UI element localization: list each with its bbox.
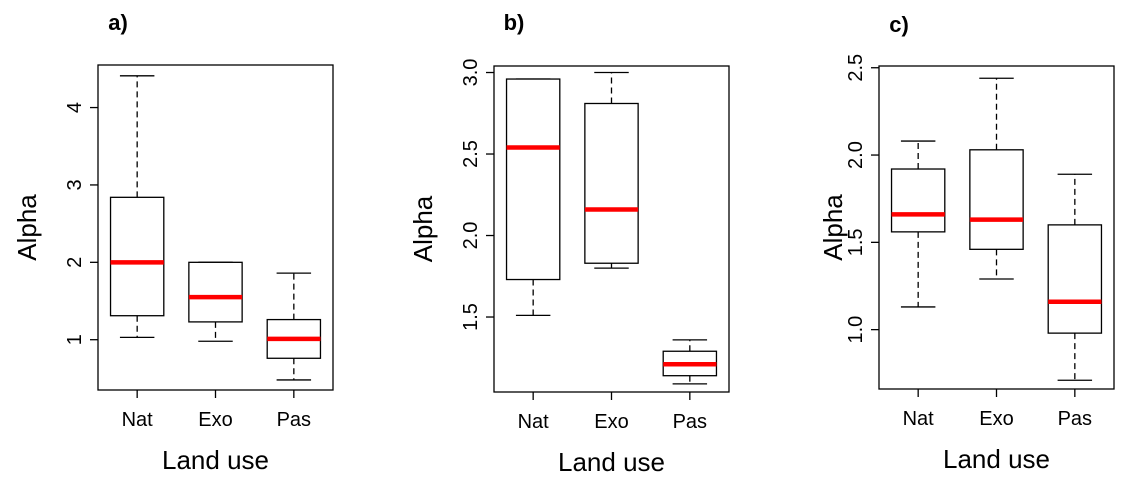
- box-body: [890, 168, 946, 233]
- y-tick-label: 2.5: [460, 140, 482, 168]
- panel-label: c): [889, 12, 909, 37]
- x-tick-label: Nat: [903, 408, 935, 430]
- box-body: [1047, 224, 1103, 334]
- x-tick-label: Exo: [198, 409, 232, 431]
- box-pas: [266, 272, 322, 381]
- box-pas: [1047, 173, 1103, 381]
- box-exo: [969, 77, 1024, 280]
- x-tick-label: Pas: [277, 409, 311, 431]
- panel-label: b): [504, 10, 525, 35]
- y-tick-label: 1.5: [845, 228, 867, 256]
- x-tick-label: Exo: [979, 408, 1013, 430]
- y-tick-label: 2: [64, 257, 86, 268]
- x-axis-title: Land use: [162, 445, 269, 475]
- x-axis-title: Land use: [943, 444, 1050, 474]
- y-axis-title: Alpha: [12, 194, 42, 261]
- x-axis-title: Land use: [558, 447, 665, 475]
- x-tick-label: Exo: [594, 411, 628, 433]
- box-exo: [188, 261, 243, 342]
- box-body: [109, 196, 165, 317]
- box-body: [505, 78, 561, 281]
- y-axis-title: Alpha: [408, 195, 438, 262]
- y-tick-label: 4: [64, 102, 86, 113]
- y-tick-label: 1.0: [845, 316, 867, 344]
- y-tick-label: 3: [64, 179, 86, 190]
- y-tick-label: 1.5: [460, 303, 482, 331]
- box-body: [188, 261, 243, 323]
- panel-a: a) 1 2 3 4 Nat Exo Pas Land use Alpha: [12, 10, 334, 475]
- y-tick-label: 2.5: [845, 54, 867, 82]
- y-tick-label: 1: [64, 334, 86, 345]
- y-tick-label: 2.0: [460, 222, 482, 250]
- x-tick-label: Pas: [1058, 408, 1092, 430]
- y-tick-label: 2.0: [845, 141, 867, 169]
- x-tick-label: Nat: [122, 409, 154, 431]
- y-axis-title: Alpha: [818, 194, 848, 261]
- y-tick-label: 3.0: [460, 59, 482, 87]
- x-tick-label: Pas: [673, 411, 707, 433]
- panel-b: b) 1.5 2.0 2.5 3.0 Nat Exo Pas Land use Alpha: [408, 10, 730, 477]
- box-body: [969, 149, 1024, 250]
- box-nat: [890, 140, 946, 308]
- box-nat: [109, 75, 165, 339]
- box-body: [584, 102, 639, 264]
- panel-c: c) 1.0 1.5 2.0 2.5 Nat Exo Pas Land use Alpha: [818, 12, 1115, 474]
- panel-label: a): [108, 10, 128, 35]
- x-tick-label: Nat: [518, 411, 550, 433]
- box-nat: [505, 78, 561, 317]
- box-exo: [584, 71, 639, 269]
- box-pas: [662, 339, 718, 385]
